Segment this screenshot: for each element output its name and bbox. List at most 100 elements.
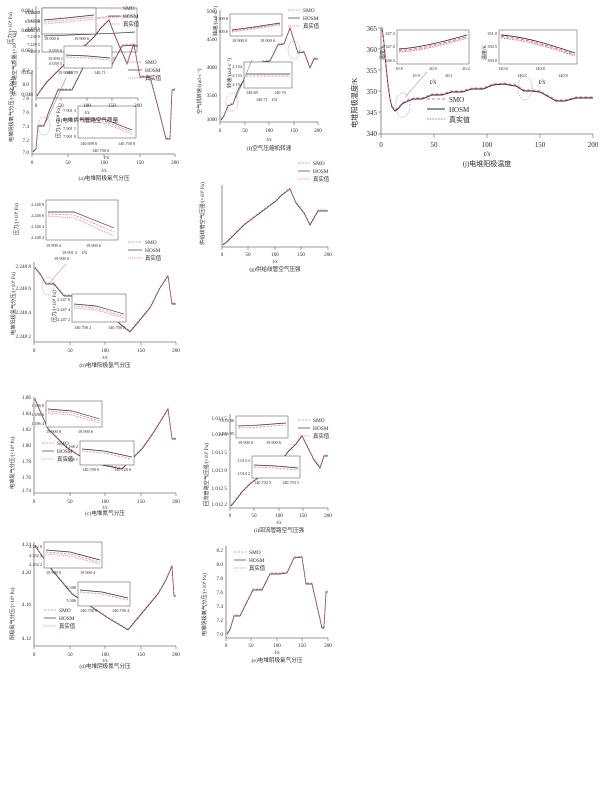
legend-label-hosm: HOSM (145, 68, 161, 74)
inset-ytick: 1.014 86 (219, 418, 235, 423)
legend-label-true: 真实值 (57, 455, 74, 463)
inset-xtick: 20.1 (445, 73, 453, 78)
ytick: 7.2 (23, 138, 30, 144)
ytick: 4500 (207, 37, 218, 43)
inset-xtick: 20.0 (429, 66, 437, 71)
subplot-i-legend: SMO HOSM 真实值 (298, 418, 330, 440)
xtick: 0 (33, 652, 36, 658)
legend-label-hosm: HOSM (449, 106, 470, 114)
inset-ylabel: 转速/(rad·s⁻¹) (225, 58, 233, 88)
legend-label-true: 真实值 (145, 74, 162, 82)
subplot-b: 2.248 8 2.248 6 2.248 4 2.248 2 压力/(×10⁴… (0, 190, 190, 370)
ytick: 7.6 (217, 590, 224, 596)
xtick: 0 (33, 499, 36, 505)
xtick: 0 (229, 513, 232, 519)
inset-ylabel: 压力/(×10⁴ Pa) (12, 203, 20, 235)
inset-xtick: 140.8 (535, 66, 545, 71)
subplot-i-inset-1: 1.014 86 1.014 85 19.900 0 19.900 6 (219, 415, 289, 445)
inset-xtick: 19.900 6 (74, 36, 90, 41)
xtick: 200 (324, 513, 332, 519)
legend-label-smo: SMO (449, 96, 464, 104)
ytick: 3500 (207, 93, 218, 99)
subplot-caption: (b)电堆阳极氢气分压 (79, 361, 131, 369)
inset-xlabel: t/s (430, 78, 437, 86)
ytick: 2.248 4 (15, 310, 31, 316)
inset-ytick: 2.248 4 (31, 224, 45, 229)
ytick: 1.78 (22, 459, 31, 465)
ytick: 4.16 (22, 602, 31, 608)
legend-label-true: 真实值 (303, 22, 320, 30)
ytick: 8.2 (217, 548, 224, 554)
subplot-d-inset-2: 5.308 5.306 140.700 0 140.700 4 (66, 581, 131, 613)
xtick: 50 (242, 128, 248, 134)
inset-ytick: 4.252 2 (29, 562, 42, 567)
subplot-g-legend: SMO HOSM 真实值 (298, 161, 330, 183)
ytick: 340 (367, 130, 378, 138)
legend-label-smo: SMO (249, 550, 261, 556)
xlabel: t/s (101, 168, 106, 174)
ytick: 1.014 0 (211, 432, 227, 438)
ytick: 1.80 (22, 443, 31, 449)
xtick: 150 (298, 643, 306, 649)
inset-xtick: 19.900 0 (232, 38, 247, 43)
xtick: 100 (275, 513, 283, 519)
subplot-h-legend: SMO HOSM 真实值 (108, 6, 140, 28)
ylabel: 空气机转速/(rad·s⁻¹) (195, 68, 203, 114)
subplot-e: 8.2 8.0 7.8 7.6 7.4 7.2 7.0 电堆阴极氧气分压/(×1… (190, 540, 340, 670)
ytick: 2.248 2 (15, 334, 31, 340)
ytick: 350 (367, 88, 378, 96)
xtick: 50 (65, 160, 71, 166)
xlabel: t/s (102, 355, 107, 361)
inset-xtick: 19.900 6 (86, 243, 102, 248)
legend-label-smo: SMO (123, 6, 135, 12)
xtick: 0 (31, 160, 34, 166)
legend-label-true: 真实值 (123, 20, 140, 28)
inset-ytick: 5.306 (66, 598, 77, 603)
inset-ytick: 7.231 5 (27, 10, 40, 15)
xtick: 200 (324, 643, 332, 649)
subplot-i-axes: 1.014 5 1.014 0 1.013 5 1.013 0 1.012 5 … (202, 414, 332, 534)
inset-ytick: 4 154 (232, 64, 243, 69)
inset-ytick: 347.0 (385, 44, 395, 49)
subplot-j-legend: SMO HOSM 真实值 (427, 96, 470, 124)
xtick: 50 (251, 513, 257, 519)
ytick: 2.248 6 (15, 286, 31, 292)
xlabel: t/s (272, 259, 277, 265)
ytick: 4.12 (22, 636, 31, 642)
inset-xtick: 140.71 (256, 97, 268, 102)
inset-ytick: 1.186 4 (31, 421, 45, 426)
ytick: 4000 (207, 65, 218, 71)
xtick: 200 (588, 141, 599, 149)
subplot-j: 365 360 355 350 345 340 电堆阳极温度/K 347.5 3… (335, 8, 605, 168)
inset-ytick: 1.168 2 (65, 444, 78, 449)
ytick: 8.2 (23, 68, 30, 74)
subplot-b-inset-2: 2.247 6 2.247 4 2.247 2 压力/(×10⁴ Pa) 140… (50, 290, 127, 330)
subplot-caption: (g)供给歧管空气压强 (249, 265, 301, 273)
subplot-b-inset-1: 2.248 8 2.248 6 2.248 4 2.248 2 压力/(×10⁴… (12, 199, 119, 256)
xtick: 50 (67, 499, 73, 505)
legend-label-hosm: HOSM (57, 449, 73, 455)
ytick: 1.86 (22, 395, 31, 401)
subplot-d-legend: SMO HOSM 真实值 (44, 608, 76, 630)
inset-xtick: 140.69 (246, 90, 258, 95)
ytick: 1.76 (22, 475, 31, 481)
subplot-a-legend: SMO HOSM 真实值 (128, 60, 162, 82)
legend-label-smo: SMO (145, 60, 157, 66)
subplot-a-inset-2: 7.901 3 7.901 2 7.901 1 7.901 0 压力/(×10⁴… (54, 105, 137, 161)
ytick: 355 (367, 67, 378, 75)
ytick: 7.0 (23, 150, 30, 156)
xtick: 0 (219, 128, 222, 134)
subplot-i: SMO HOSM 真实值 1.014 5 1.014 0 1.013 5 1.0… (190, 408, 340, 538)
subplot-c-axes: 1.86 1.84 1.82 1.80 1.78 1.76 1.74 电堆氮气分… (8, 395, 180, 517)
ytick: 1.84 (22, 411, 31, 417)
subplot-caption: (c)电堆氮气分压 (85, 509, 125, 517)
subplot-c-legend: SMO HOSM 真实值 (42, 441, 74, 463)
inset-ytick: 350.5 (487, 44, 497, 49)
inset-xlabel: t/s (82, 250, 87, 256)
ytick: 4.24 (22, 542, 31, 548)
legend-label-true: 真实值 (59, 622, 76, 630)
xlabel: t/s (84, 110, 89, 116)
inset-ytick: 350.0 (487, 58, 497, 63)
ytick: 0.056 (21, 48, 33, 54)
subplot-caption: (f)空气压缩机转速 (247, 144, 292, 152)
